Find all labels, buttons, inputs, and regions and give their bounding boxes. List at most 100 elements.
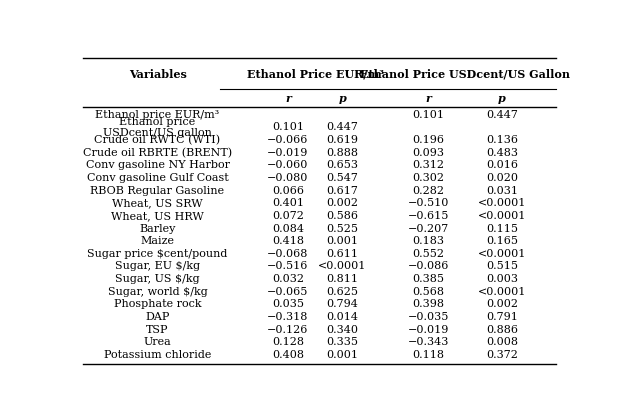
Text: 0.302: 0.302	[412, 173, 444, 182]
Text: −0.065: −0.065	[267, 286, 308, 296]
Text: 0.031: 0.031	[486, 185, 518, 195]
Text: 0.032: 0.032	[272, 273, 304, 283]
Text: 0.101: 0.101	[272, 122, 304, 132]
Text: −0.318: −0.318	[267, 311, 308, 321]
Text: Potassium chloride: Potassium chloride	[104, 349, 211, 359]
Text: 0.447: 0.447	[486, 110, 518, 119]
Text: 0.001: 0.001	[326, 236, 358, 245]
Text: 0.401: 0.401	[272, 198, 304, 208]
Text: Ethanol Price USDcent/US Gallon: Ethanol Price USDcent/US Gallon	[360, 69, 570, 80]
Text: 0.312: 0.312	[412, 160, 444, 170]
Text: −0.086: −0.086	[407, 261, 449, 271]
Text: 0.014: 0.014	[326, 311, 358, 321]
Text: −0.207: −0.207	[408, 223, 449, 233]
Text: 0.619: 0.619	[326, 135, 358, 145]
Text: −0.019: −0.019	[267, 147, 308, 157]
Text: 0.568: 0.568	[412, 286, 444, 296]
Text: Maize: Maize	[141, 236, 174, 245]
Text: 0.340: 0.340	[326, 324, 358, 334]
Text: 0.282: 0.282	[412, 185, 444, 195]
Text: r: r	[285, 93, 291, 104]
Text: 0.586: 0.586	[326, 210, 358, 220]
Text: −0.615: −0.615	[407, 210, 449, 220]
Text: 0.617: 0.617	[326, 185, 358, 195]
Text: Conv gasoline NY Harbor: Conv gasoline NY Harbor	[85, 160, 229, 170]
Text: 0.552: 0.552	[412, 248, 444, 258]
Text: Phosphate rock: Phosphate rock	[114, 299, 201, 308]
Text: 0.372: 0.372	[486, 349, 518, 359]
Text: −0.060: −0.060	[267, 160, 308, 170]
Text: −0.126: −0.126	[267, 324, 308, 334]
Text: <0.0001: <0.0001	[478, 286, 526, 296]
Text: 0.408: 0.408	[272, 349, 304, 359]
Text: p: p	[498, 93, 506, 104]
Text: 0.128: 0.128	[272, 336, 304, 346]
Text: RBOB Regular Gasoline: RBOB Regular Gasoline	[90, 185, 225, 195]
Text: −0.019: −0.019	[407, 324, 449, 334]
Text: Sugar, US $/kg: Sugar, US $/kg	[115, 273, 200, 283]
Text: −0.066: −0.066	[267, 135, 308, 145]
Text: TSP: TSP	[146, 324, 169, 334]
Text: Wheat, US HRW: Wheat, US HRW	[111, 210, 204, 220]
Text: Sugar, world $/kg: Sugar, world $/kg	[108, 286, 207, 296]
Text: 0.398: 0.398	[412, 299, 444, 308]
Text: 0.385: 0.385	[412, 273, 444, 283]
Text: Sugar price $cent/pound: Sugar price $cent/pound	[87, 248, 228, 258]
Text: <0.0001: <0.0001	[318, 261, 367, 271]
Text: p: p	[338, 93, 346, 104]
Text: 0.525: 0.525	[326, 223, 358, 233]
Text: 0.001: 0.001	[326, 349, 358, 359]
Text: 0.165: 0.165	[486, 236, 518, 245]
Text: 0.072: 0.072	[272, 210, 304, 220]
Text: 0.183: 0.183	[412, 236, 444, 245]
Text: Crude oil RBRTE (BRENT): Crude oil RBRTE (BRENT)	[83, 147, 232, 157]
Text: 0.447: 0.447	[326, 122, 358, 132]
Text: Sugar, EU $/kg: Sugar, EU $/kg	[115, 261, 200, 271]
Text: −0.080: −0.080	[267, 173, 308, 182]
Text: Barley: Barley	[140, 223, 176, 233]
Text: <0.0001: <0.0001	[478, 248, 526, 258]
Text: <0.0001: <0.0001	[478, 210, 526, 220]
Text: 0.196: 0.196	[412, 135, 444, 145]
Text: 0.335: 0.335	[326, 336, 358, 346]
Text: 0.003: 0.003	[486, 273, 518, 283]
Text: 0.483: 0.483	[486, 147, 518, 157]
Text: 0.020: 0.020	[486, 173, 518, 182]
Text: 0.794: 0.794	[326, 299, 358, 308]
Text: 0.035: 0.035	[272, 299, 304, 308]
Text: 0.016: 0.016	[486, 160, 518, 170]
Text: 0.115: 0.115	[486, 223, 518, 233]
Text: −0.035: −0.035	[407, 311, 449, 321]
Text: 0.791: 0.791	[486, 311, 518, 321]
Text: DAP: DAP	[145, 311, 169, 321]
Text: Ethanol price
USDcent/US gallon: Ethanol price USDcent/US gallon	[103, 117, 212, 138]
Text: 0.547: 0.547	[326, 173, 358, 182]
Text: 0.886: 0.886	[486, 324, 518, 334]
Text: 0.136: 0.136	[486, 135, 518, 145]
Text: 0.611: 0.611	[326, 248, 358, 258]
Text: 0.093: 0.093	[412, 147, 444, 157]
Text: 0.653: 0.653	[326, 160, 358, 170]
Text: −0.510: −0.510	[407, 198, 449, 208]
Text: Wheat, US SRW: Wheat, US SRW	[112, 198, 203, 208]
Text: 0.084: 0.084	[272, 223, 304, 233]
Text: 0.811: 0.811	[326, 273, 358, 283]
Text: 0.625: 0.625	[326, 286, 358, 296]
Text: −0.516: −0.516	[267, 261, 308, 271]
Text: 0.008: 0.008	[486, 336, 518, 346]
Text: 0.418: 0.418	[272, 236, 304, 245]
Text: Conv gasoline Gulf Coast: Conv gasoline Gulf Coast	[87, 173, 229, 182]
Text: Urea: Urea	[144, 336, 171, 346]
Text: 0.118: 0.118	[412, 349, 444, 359]
Text: Ethanol price EUR/m³: Ethanol price EUR/m³	[95, 110, 220, 119]
Text: −0.343: −0.343	[407, 336, 449, 346]
Text: 0.002: 0.002	[486, 299, 518, 308]
Text: Ethanol Price EUR/m³: Ethanol Price EUR/m³	[247, 69, 384, 80]
Text: 0.002: 0.002	[326, 198, 358, 208]
Text: 0.888: 0.888	[326, 147, 358, 157]
Text: 0.066: 0.066	[272, 185, 304, 195]
Text: −0.068: −0.068	[267, 248, 308, 258]
Text: 0.515: 0.515	[486, 261, 518, 271]
Text: Variables: Variables	[128, 69, 186, 80]
Text: Crude oil RWTC (WTI): Crude oil RWTC (WTI)	[95, 135, 221, 145]
